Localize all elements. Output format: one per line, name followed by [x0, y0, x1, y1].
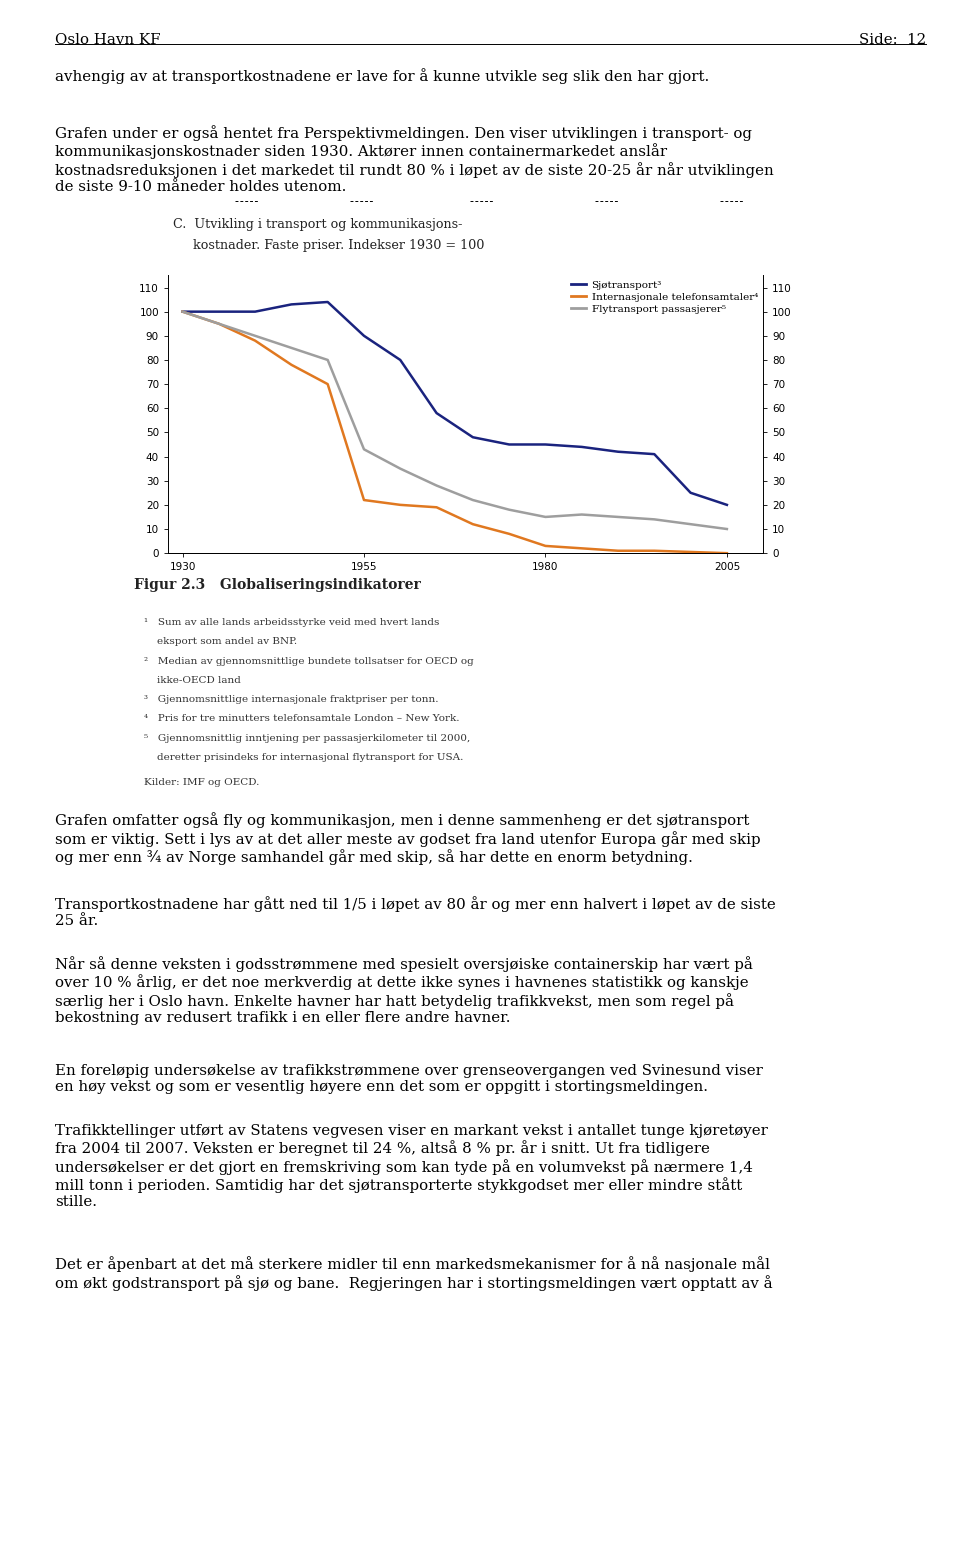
- Text: ⁴   Pris for tre minutters telefonsamtale London – New York.: ⁴ Pris for tre minutters telefonsamtale …: [144, 714, 460, 724]
- Text: Grafen omfatter også fly og kommunikasjon, men i denne sammenheng er det sjøtran: Grafen omfatter også fly og kommunikasjo…: [55, 812, 760, 866]
- Text: Når så denne veksten i godsstrømmene med spesielt oversjøiske containerskip har : Når så denne veksten i godsstrømmene med…: [55, 955, 753, 1025]
- Text: Trafikktellinger utført av Statens vegvesen viser en markant vekst i antallet tu: Trafikktellinger utført av Statens vegve…: [55, 1123, 768, 1210]
- Text: Grafen under er også hentet fra Perspektivmeldingen. Den viser utviklingen i tra: Grafen under er også hentet fra Perspekt…: [55, 125, 774, 194]
- Text: ²   Median av gjennomsnittlige bundete tollsatser for OECD og: ² Median av gjennomsnittlige bundete tol…: [144, 657, 473, 665]
- Text: Det er åpenbart at det må sterkere midler til enn markedsmekanismer for å nå nas: Det er åpenbart at det må sterkere midle…: [55, 1256, 773, 1291]
- Text: Kilder: IMF og OECD.: Kilder: IMF og OECD.: [144, 778, 259, 787]
- Legend: Sjøtransport³, Internasjonale telefonsamtaler⁴, Flytransport passasjerer⁵: Sjøtransport³, Internasjonale telefonsam…: [571, 281, 758, 313]
- Text: Transportkostnadene har gått ned til 1/5 i løpet av 80 år og mer enn halvert i l: Transportkostnadene har gått ned til 1/5…: [55, 896, 776, 929]
- Text: Oslo Havn KF: Oslo Havn KF: [55, 32, 160, 48]
- Text: ⁵   Gjennomsnittlig inntjening per passasjerkilometer til 2000,: ⁵ Gjennomsnittlig inntjening per passasj…: [144, 733, 470, 742]
- Text: Side:  12: Side: 12: [859, 32, 926, 48]
- Text: kostnader. Faste priser. Indekser 1930 = 100: kostnader. Faste priser. Indekser 1930 =…: [173, 239, 484, 253]
- Text: En foreløpig undersøkelse av trafikkstrømmene over grenseovergangen ved Svinesun: En foreløpig undersøkelse av trafikkstrø…: [55, 1065, 762, 1094]
- Text: Figur 2.3   Globaliseringsindikatorer: Figur 2.3 Globaliseringsindikatorer: [134, 579, 421, 593]
- Text: deretter prisindeks for internasjonal flytransport for USA.: deretter prisindeks for internasjonal fl…: [144, 753, 464, 762]
- Text: C.  Utvikling i transport og kommunikasjons-: C. Utvikling i transport og kommunikasjo…: [173, 218, 462, 231]
- Text: eksport som andel av BNP.: eksport som andel av BNP.: [144, 637, 298, 647]
- Text: ¹   Sum av alle lands arbeidsstyrke veid med hvert lands: ¹ Sum av alle lands arbeidsstyrke veid m…: [144, 619, 440, 626]
- Text: ikke-OECD land: ikke-OECD land: [144, 676, 241, 685]
- Text: avhengig av at transportkostnadene er lave for å kunne utvikle seg slik den har : avhengig av at transportkostnadene er la…: [55, 68, 709, 83]
- Text: ³   Gjennomsnittlige internasjonale fraktpriser per tonn.: ³ Gjennomsnittlige internasjonale fraktp…: [144, 694, 439, 704]
